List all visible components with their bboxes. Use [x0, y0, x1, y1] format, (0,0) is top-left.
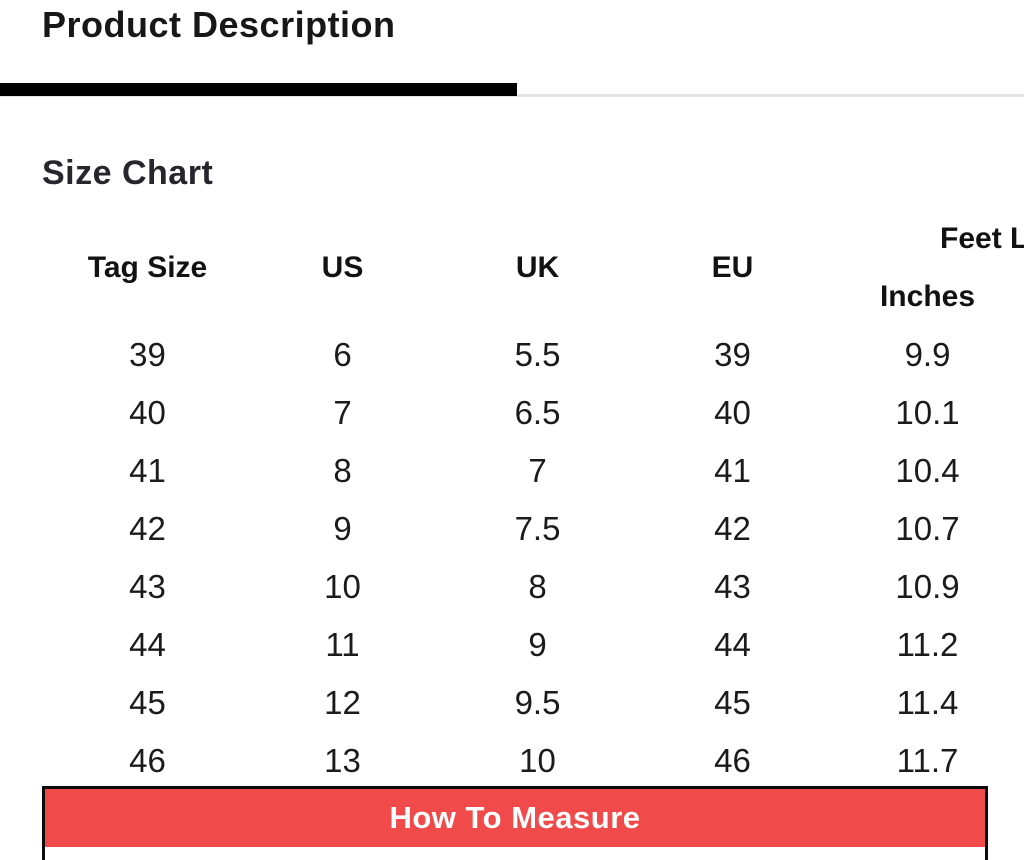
table-row: 39 6 5.5 39 9.9 [50, 326, 1024, 384]
cell-uk: 7 [528, 452, 547, 489]
table-row: 40 7 6.5 40 10.1 [50, 384, 1024, 442]
column-header-uk: UK [515, 251, 560, 284]
cell-eu: 40 [714, 394, 751, 431]
cell-inches: 11.7 [896, 742, 959, 779]
cell-eu: 42 [714, 510, 751, 547]
cell-uk: 5.5 [514, 336, 561, 373]
cell-tag-size: 43 [129, 568, 166, 605]
cell-us: 8 [333, 452, 352, 489]
cell-uk: 10 [519, 742, 556, 779]
table-row: 42 9 7.5 42 10.7 [50, 500, 1024, 558]
cell-tag-size: 44 [129, 626, 166, 663]
table-row: 44 11 9 44 11.2 [50, 616, 1024, 674]
table-header-row: Tag Size US UK EU Feet Length [50, 210, 1024, 284]
cell-inches: 10.7 [895, 510, 960, 547]
cell-tag-size: 46 [129, 742, 166, 779]
cell-tag-size: 42 [129, 510, 166, 547]
table-row: 46 13 10 46 11.7 [50, 732, 1024, 790]
column-header-inches: Inches [879, 280, 976, 313]
cell-inches: 10.1 [895, 394, 960, 431]
cell-eu: 44 [714, 626, 751, 663]
column-header-eu: EU [711, 251, 754, 284]
cell-tag-size: 39 [129, 336, 166, 373]
cell-uk: 9 [528, 626, 547, 663]
cell-inches: 11.4 [896, 684, 959, 721]
cell-eu: 39 [714, 336, 751, 373]
column-header-tag-size: Tag Size [87, 251, 208, 284]
cell-eu: 46 [714, 742, 751, 779]
size-chart-table: Tag Size US UK EU Feet Length Inches 39 … [50, 210, 1024, 790]
cell-uk: 8 [528, 568, 547, 605]
cell-tag-size: 45 [129, 684, 166, 721]
size-chart-title: Size Chart [42, 154, 214, 192]
cell-us: 6 [333, 336, 352, 373]
how-to-measure-label: How To Measure [389, 800, 641, 835]
cell-inches: 10.9 [895, 568, 960, 605]
cell-tag-size: 40 [129, 394, 166, 431]
tab-product-description[interactable]: Product Description [42, 4, 396, 45]
cell-us: 13 [324, 742, 361, 779]
cell-inches: 10.4 [895, 452, 960, 489]
cell-eu: 43 [714, 568, 751, 605]
cell-uk: 9.5 [514, 684, 561, 721]
cell-us: 7 [333, 394, 352, 431]
cell-uk: 6.5 [514, 394, 561, 431]
column-header-feet-length: Feet Length [940, 222, 1024, 255]
cell-inches: 9.9 [904, 336, 951, 373]
cell-eu: 41 [714, 452, 751, 489]
how-to-measure-button[interactable]: How To Measure [42, 786, 988, 860]
cell-us: 11 [325, 626, 360, 663]
how-to-measure-header[interactable]: How To Measure [45, 789, 985, 847]
cell-us: 9 [333, 510, 352, 547]
table-row: 45 12 9.5 45 11.4 [50, 674, 1024, 732]
cell-us: 10 [324, 568, 361, 605]
table-row: 43 10 8 43 10.9 [50, 558, 1024, 616]
cell-inches: 11.2 [896, 626, 959, 663]
cell-tag-size: 41 [129, 452, 166, 489]
table-subheader-row: Inches [50, 268, 1024, 326]
active-tab-indicator [0, 83, 517, 96]
column-header-us: US [321, 251, 364, 284]
table-row: 41 8 7 41 10.4 [50, 442, 1024, 500]
cell-us: 12 [324, 684, 361, 721]
cell-eu: 45 [714, 684, 751, 721]
cell-uk: 7.5 [514, 510, 561, 547]
